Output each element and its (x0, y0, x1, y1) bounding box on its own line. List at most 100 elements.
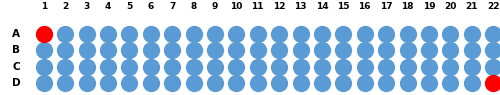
Text: 13: 13 (294, 2, 307, 11)
Point (126, 82, 134, 84)
Point (62, 33, 70, 35)
Text: 9: 9 (212, 2, 218, 11)
Point (296, 66, 304, 67)
Text: 4: 4 (105, 2, 111, 11)
Point (360, 33, 368, 35)
Point (318, 33, 326, 35)
Text: 6: 6 (148, 2, 154, 11)
Point (425, 82, 433, 84)
Point (489, 82, 497, 84)
Point (211, 82, 219, 84)
Point (190, 66, 198, 67)
Point (232, 50, 240, 51)
Point (190, 33, 198, 35)
Point (232, 66, 240, 67)
Text: 16: 16 (358, 2, 371, 11)
Point (296, 82, 304, 84)
Text: 2: 2 (62, 2, 68, 11)
Point (489, 50, 497, 51)
Point (168, 82, 176, 84)
Point (62, 82, 70, 84)
Point (126, 66, 134, 67)
Point (211, 66, 219, 67)
Point (340, 66, 347, 67)
Point (82, 66, 90, 67)
Point (211, 50, 219, 51)
Point (446, 50, 454, 51)
Point (468, 33, 475, 35)
Text: 19: 19 (422, 2, 435, 11)
Point (404, 82, 411, 84)
Point (232, 82, 240, 84)
Point (404, 33, 411, 35)
Point (275, 50, 283, 51)
Point (104, 82, 112, 84)
Point (147, 66, 155, 67)
Point (147, 50, 155, 51)
Point (404, 50, 411, 51)
Point (318, 50, 326, 51)
Point (40, 66, 48, 67)
Point (126, 33, 134, 35)
Point (254, 66, 262, 67)
Point (82, 33, 90, 35)
Point (318, 82, 326, 84)
Point (168, 66, 176, 67)
Point (232, 33, 240, 35)
Text: 7: 7 (169, 2, 175, 11)
Point (360, 66, 368, 67)
Point (489, 66, 497, 67)
Text: B: B (12, 45, 20, 55)
Point (190, 82, 198, 84)
Point (446, 66, 454, 67)
Point (126, 50, 134, 51)
Point (190, 50, 198, 51)
Point (254, 33, 262, 35)
Point (82, 50, 90, 51)
Text: 5: 5 (126, 2, 132, 11)
Text: 21: 21 (466, 2, 478, 11)
Point (275, 33, 283, 35)
Point (468, 66, 475, 67)
Point (382, 33, 390, 35)
Point (296, 50, 304, 51)
Text: 17: 17 (380, 2, 392, 11)
Point (62, 66, 70, 67)
Point (40, 82, 48, 84)
Point (104, 66, 112, 67)
Text: 8: 8 (190, 2, 196, 11)
Point (382, 82, 390, 84)
Text: 1: 1 (40, 2, 47, 11)
Point (382, 66, 390, 67)
Point (104, 50, 112, 51)
Point (446, 82, 454, 84)
Point (147, 82, 155, 84)
Point (254, 82, 262, 84)
Point (425, 50, 433, 51)
Point (296, 33, 304, 35)
Point (404, 66, 411, 67)
Point (211, 33, 219, 35)
Point (446, 33, 454, 35)
Text: 18: 18 (402, 2, 414, 11)
Point (168, 33, 176, 35)
Point (425, 66, 433, 67)
Point (340, 82, 347, 84)
Point (82, 82, 90, 84)
Point (425, 33, 433, 35)
Point (340, 50, 347, 51)
Text: 3: 3 (84, 2, 90, 11)
Point (275, 82, 283, 84)
Text: 14: 14 (316, 2, 328, 11)
Point (360, 50, 368, 51)
Point (62, 50, 70, 51)
Text: D: D (12, 78, 20, 88)
Point (340, 33, 347, 35)
Point (318, 66, 326, 67)
Point (40, 33, 48, 35)
Text: 11: 11 (252, 2, 264, 11)
Point (168, 50, 176, 51)
Point (147, 33, 155, 35)
Text: A: A (12, 29, 20, 39)
Point (104, 33, 112, 35)
